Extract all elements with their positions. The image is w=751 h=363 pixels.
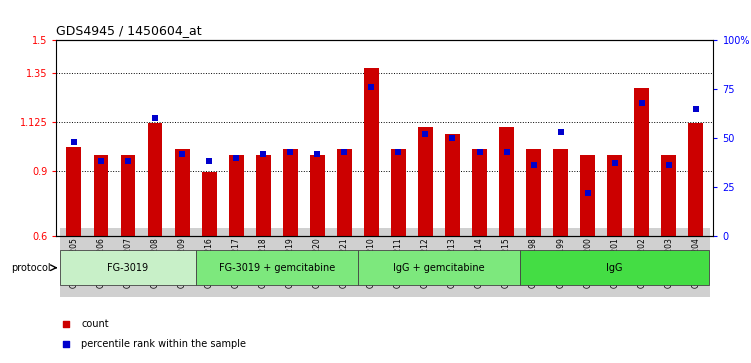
Bar xyxy=(94,155,108,236)
Point xyxy=(636,100,648,106)
Point xyxy=(447,135,459,141)
Bar xyxy=(202,172,216,236)
Bar xyxy=(635,88,649,236)
Point xyxy=(528,163,540,168)
Bar xyxy=(148,123,162,236)
Bar xyxy=(581,155,595,236)
Bar xyxy=(357,250,520,285)
Bar xyxy=(229,155,243,236)
Bar xyxy=(499,127,514,236)
Point xyxy=(284,149,296,155)
Bar xyxy=(256,155,270,236)
Bar xyxy=(391,149,406,236)
Point xyxy=(663,163,675,168)
Point xyxy=(582,190,594,196)
Text: count: count xyxy=(81,319,109,329)
Bar xyxy=(175,149,189,236)
Text: FG-3019: FG-3019 xyxy=(107,263,149,273)
Bar xyxy=(195,250,357,285)
Text: IgG: IgG xyxy=(607,263,623,273)
Text: IgG + gemcitabine: IgG + gemcitabine xyxy=(394,263,485,273)
Bar xyxy=(526,149,541,236)
Text: protocol: protocol xyxy=(11,263,51,273)
Point xyxy=(176,151,188,156)
Text: FG-3019 + gemcitabine: FG-3019 + gemcitabine xyxy=(219,263,335,273)
Bar xyxy=(337,149,351,236)
Point xyxy=(365,84,377,90)
Bar xyxy=(472,149,487,236)
Point xyxy=(203,159,215,164)
Point xyxy=(230,155,242,160)
Bar xyxy=(520,250,710,285)
Text: GDS4945 / 1450604_at: GDS4945 / 1450604_at xyxy=(56,24,202,37)
Bar xyxy=(689,123,703,236)
Bar xyxy=(662,155,676,236)
Point xyxy=(501,149,513,155)
Point xyxy=(68,139,80,145)
Bar xyxy=(121,155,135,236)
Bar xyxy=(364,68,379,236)
Point xyxy=(257,151,269,156)
Bar xyxy=(445,134,460,236)
Point xyxy=(474,149,486,155)
Bar xyxy=(608,155,622,236)
Point xyxy=(338,149,350,155)
Bar xyxy=(553,149,568,236)
Point xyxy=(122,159,134,164)
Bar xyxy=(67,147,81,236)
Point xyxy=(555,129,567,135)
Point xyxy=(95,159,107,164)
Bar xyxy=(283,149,297,236)
Bar xyxy=(60,250,195,285)
Text: percentile rank within the sample: percentile rank within the sample xyxy=(81,339,246,348)
Bar xyxy=(310,155,324,236)
Point xyxy=(311,151,323,156)
Point xyxy=(690,106,702,111)
Point xyxy=(60,340,72,346)
Bar xyxy=(418,127,433,236)
Point xyxy=(420,131,432,137)
Point xyxy=(609,160,621,166)
Point xyxy=(60,322,72,327)
Point xyxy=(149,115,161,121)
Point xyxy=(393,149,405,155)
